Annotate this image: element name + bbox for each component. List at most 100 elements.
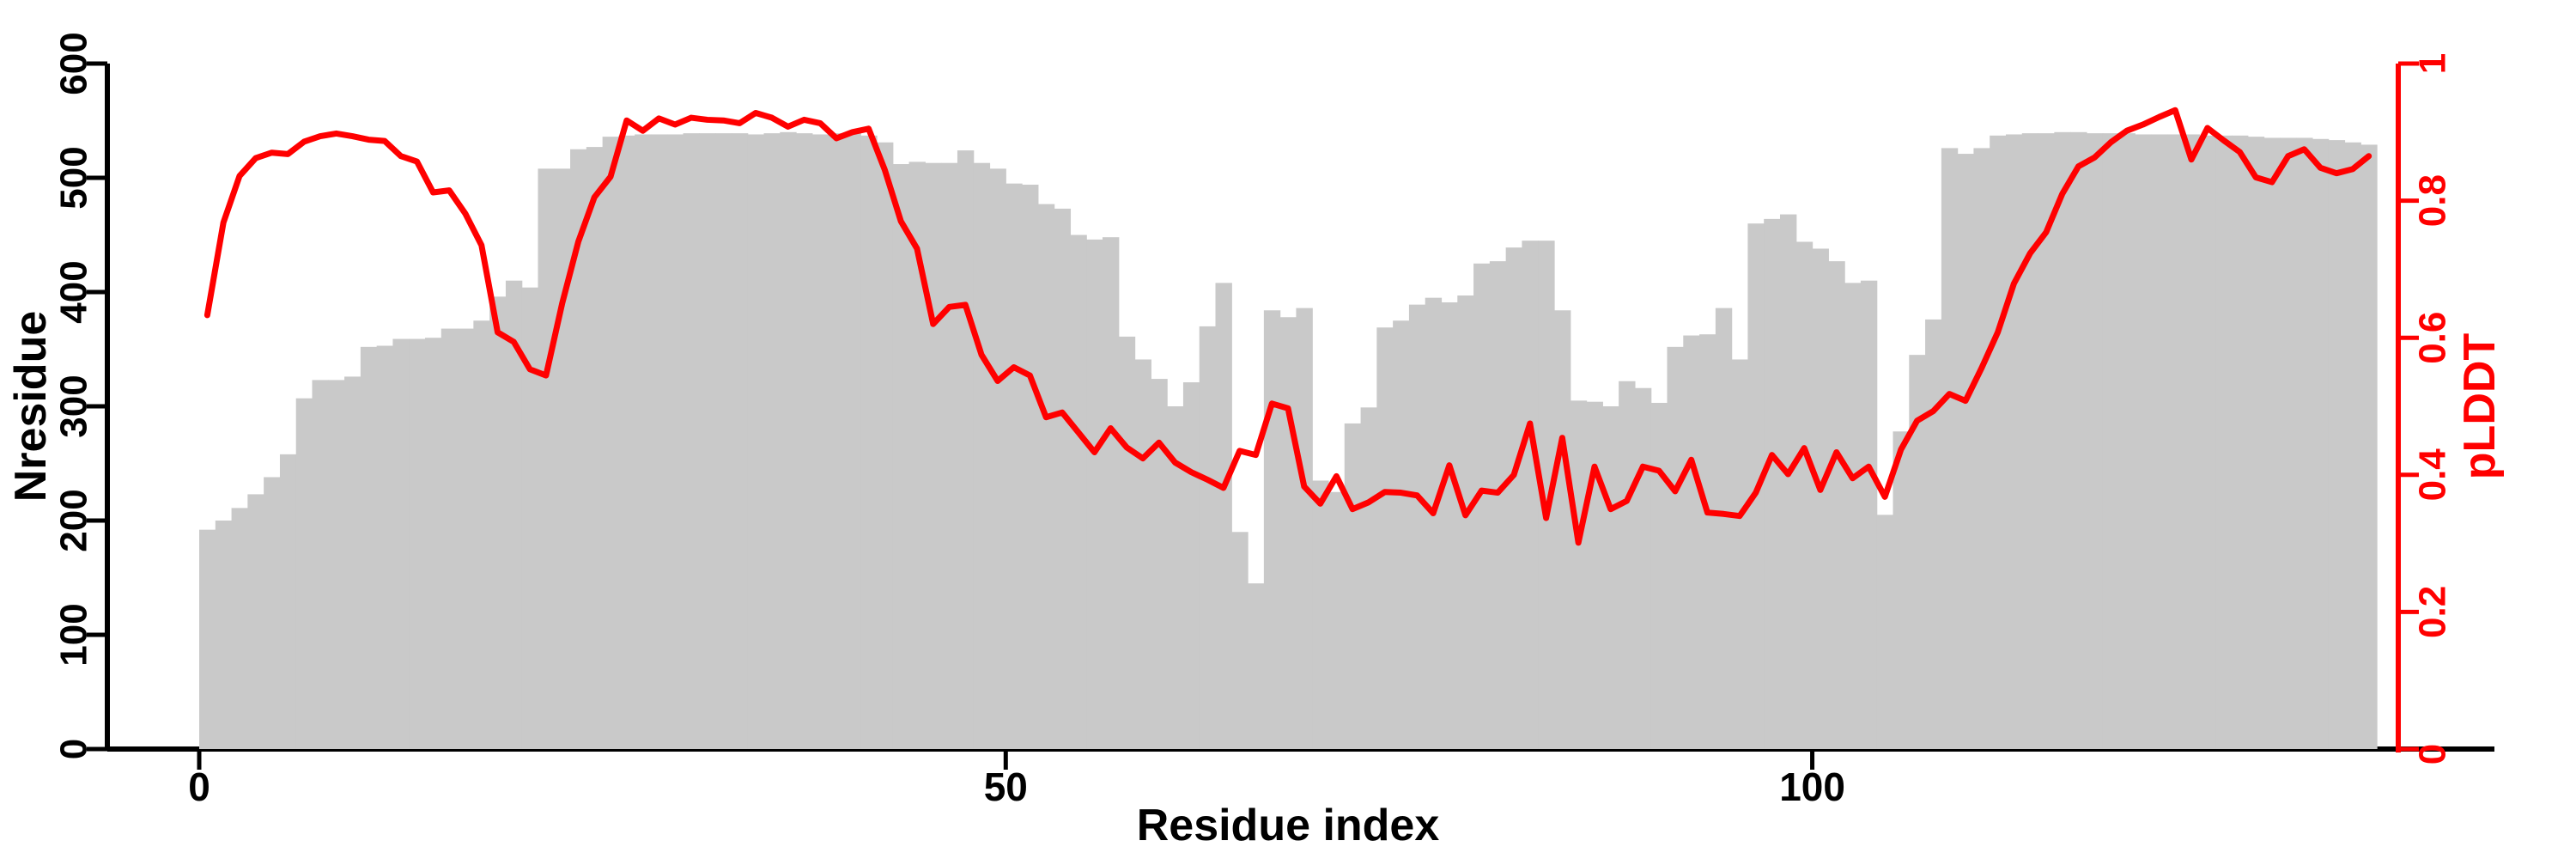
bar-residue-32 bbox=[715, 133, 732, 749]
bar-residue-20 bbox=[521, 287, 539, 749]
bar-residue-41 bbox=[860, 135, 878, 750]
bar-residue-22 bbox=[554, 168, 571, 750]
bar-residue-75 bbox=[1408, 304, 1426, 749]
bar-residue-29 bbox=[666, 134, 684, 749]
bar-residue-15 bbox=[440, 328, 459, 749]
bar-residue-3 bbox=[247, 494, 264, 749]
bar-residue-131 bbox=[2312, 138, 2330, 749]
bar-residue-33 bbox=[731, 133, 749, 749]
bar-residue-84 bbox=[1554, 310, 1571, 749]
bar-residue-1 bbox=[215, 521, 233, 749]
bar-residue-89 bbox=[1634, 387, 1652, 749]
bar-residue-116 bbox=[2070, 131, 2087, 750]
bar-residue-18 bbox=[489, 296, 507, 749]
bar-residue-13 bbox=[409, 338, 426, 749]
bar-residue-26 bbox=[618, 135, 635, 750]
bar-residue-12 bbox=[392, 338, 410, 749]
right-axis-title: pLDDT bbox=[2455, 333, 2505, 480]
bar-residue-4 bbox=[264, 477, 281, 749]
bar-residue-134 bbox=[2360, 144, 2378, 749]
bar-residue-39 bbox=[828, 133, 846, 749]
x-tick-label: 100 bbox=[1779, 765, 1845, 809]
bar-residue-120 bbox=[2135, 134, 2152, 749]
bar-residue-125 bbox=[2215, 135, 2233, 750]
left-tick-label: 200 bbox=[53, 489, 95, 551]
bar-residue-115 bbox=[2054, 131, 2071, 750]
bar-residue-6 bbox=[295, 398, 313, 749]
bar-residue-48 bbox=[973, 162, 991, 749]
bar-residue-111 bbox=[1990, 135, 2007, 750]
bar-residue-67 bbox=[1279, 317, 1297, 749]
bar-residue-72 bbox=[1360, 407, 1377, 749]
bar-residue-62 bbox=[1199, 326, 1217, 749]
bar-residue-57 bbox=[1118, 336, 1136, 749]
bar-residue-81 bbox=[1505, 247, 1523, 749]
bar-residue-73 bbox=[1376, 327, 1394, 749]
bar-residue-108 bbox=[1941, 148, 1959, 750]
bar-residue-17 bbox=[473, 320, 490, 749]
bar-residue-78 bbox=[1457, 295, 1474, 749]
bar-residue-47 bbox=[957, 150, 975, 749]
left-tick-label: 100 bbox=[53, 603, 95, 666]
bar-residue-85 bbox=[1570, 400, 1588, 749]
right-tick-label: 0.4 bbox=[2412, 448, 2454, 502]
right-tick-label: 0.6 bbox=[2412, 312, 2454, 364]
bar-residue-79 bbox=[1473, 263, 1491, 749]
bar-residue-95 bbox=[1731, 359, 1749, 749]
x-tick-label: 0 bbox=[188, 765, 210, 809]
bar-residue-107 bbox=[1925, 319, 1942, 749]
bar-residue-11 bbox=[376, 345, 394, 749]
bar-residue-31 bbox=[699, 133, 716, 749]
left-tick-label: 600 bbox=[53, 32, 95, 94]
left-tick-label: 500 bbox=[53, 146, 95, 209]
bar-residue-109 bbox=[1957, 154, 1975, 749]
bar-residue-122 bbox=[2166, 134, 2184, 749]
bar-residue-77 bbox=[1441, 302, 1458, 750]
bar-residue-128 bbox=[2263, 137, 2281, 749]
bar-residue-97 bbox=[1764, 218, 1781, 749]
bar-residue-74 bbox=[1393, 320, 1410, 749]
bar-residue-126 bbox=[2232, 135, 2249, 750]
bar-residue-117 bbox=[2086, 133, 2104, 749]
bar-residue-24 bbox=[586, 147, 604, 750]
bar-residue-63 bbox=[1215, 283, 1232, 749]
bar-residue-69 bbox=[1312, 480, 1329, 749]
left-tick-label: 0 bbox=[53, 739, 95, 759]
bar-residue-65 bbox=[1248, 583, 1265, 749]
bar-residue-25 bbox=[602, 137, 620, 749]
bar-residue-132 bbox=[2328, 140, 2346, 750]
bar-residue-40 bbox=[844, 133, 861, 749]
bar-residue-9 bbox=[344, 376, 361, 749]
bar-residue-103 bbox=[1860, 280, 1878, 749]
bar-residue-119 bbox=[2118, 133, 2136, 749]
bar-residue-38 bbox=[811, 134, 829, 749]
bar-residue-64 bbox=[1231, 532, 1249, 749]
bar-residue-60 bbox=[1167, 406, 1184, 749]
bar-residue-106 bbox=[1909, 355, 1926, 749]
bar-residue-83 bbox=[1538, 241, 1555, 749]
bar-residue-93 bbox=[1699, 334, 1716, 749]
bar-residue-44 bbox=[908, 161, 926, 749]
left-axis-title: Nresidue bbox=[6, 311, 56, 503]
bar-residue-94 bbox=[1715, 308, 1733, 749]
bar-residue-124 bbox=[2199, 135, 2216, 750]
bar-residue-5 bbox=[279, 454, 297, 749]
bar-residue-92 bbox=[1683, 335, 1700, 749]
bar-residue-71 bbox=[1344, 423, 1362, 749]
bar-residue-133 bbox=[2344, 142, 2361, 749]
right-tick-label: 0.2 bbox=[2412, 586, 2454, 638]
bar-residue-30 bbox=[683, 133, 700, 749]
bar-residue-58 bbox=[1134, 359, 1151, 749]
bar-residue-82 bbox=[1522, 241, 1539, 749]
bar-residue-121 bbox=[2151, 134, 2168, 749]
bar-residue-28 bbox=[651, 134, 668, 749]
bar-residue-27 bbox=[635, 134, 652, 749]
bar-residue-16 bbox=[457, 328, 474, 749]
bar-residue-127 bbox=[2247, 137, 2265, 749]
bar-residue-129 bbox=[2280, 137, 2297, 749]
bar-residue-118 bbox=[2102, 133, 2120, 749]
bar-residue-68 bbox=[1296, 308, 1313, 749]
bar-residue-10 bbox=[360, 346, 378, 749]
bar-residue-88 bbox=[1619, 381, 1636, 749]
